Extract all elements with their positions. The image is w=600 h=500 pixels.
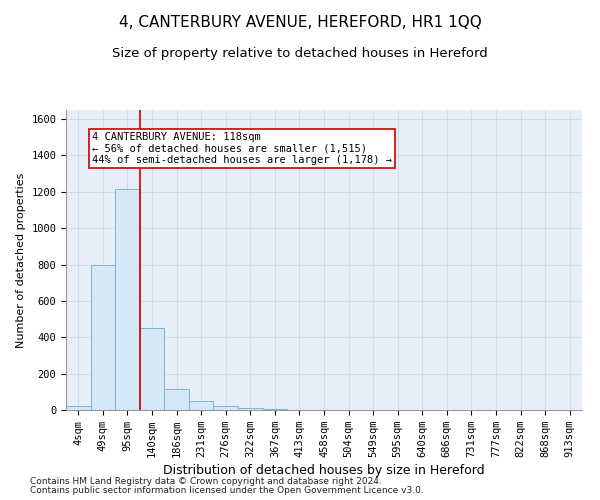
Bar: [263, 409, 287, 410]
X-axis label: Distribution of detached houses by size in Hereford: Distribution of detached houses by size …: [163, 464, 485, 477]
Bar: [189, 401, 214, 410]
Text: Size of property relative to detached houses in Hereford: Size of property relative to detached ho…: [112, 48, 488, 60]
Bar: [140, 328, 164, 410]
Y-axis label: Number of detached properties: Number of detached properties: [16, 172, 26, 348]
Text: 4 CANTERBURY AVENUE: 118sqm
← 56% of detached houses are smaller (1,515)
44% of : 4 CANTERBURY AVENUE: 118sqm ← 56% of det…: [92, 132, 392, 165]
Bar: [91, 264, 115, 410]
Text: Contains HM Land Registry data © Crown copyright and database right 2024.: Contains HM Land Registry data © Crown c…: [30, 477, 382, 486]
Text: 4, CANTERBURY AVENUE, HEREFORD, HR1 1QQ: 4, CANTERBURY AVENUE, HEREFORD, HR1 1QQ: [119, 15, 481, 30]
Bar: [115, 189, 140, 410]
Text: Contains public sector information licensed under the Open Government Licence v3: Contains public sector information licen…: [30, 486, 424, 495]
Bar: [214, 406, 238, 410]
Bar: [164, 389, 189, 410]
Bar: [66, 406, 91, 410]
Bar: [238, 408, 263, 410]
